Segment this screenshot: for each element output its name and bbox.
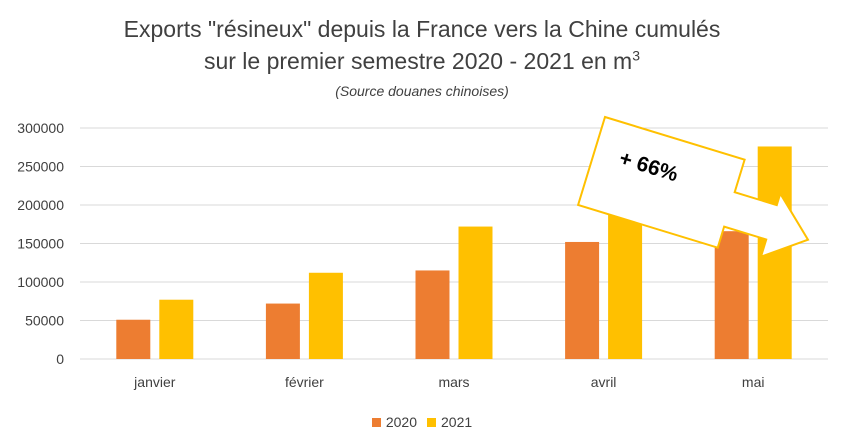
y-tick-label: 150000 [17, 236, 64, 252]
chart-title-line-1: Exports "résineux" depuis la France vers… [123, 16, 721, 42]
x-axis-category-labels: janvier février mars avril mai [133, 374, 764, 390]
legend-item-2021: 2021 [427, 414, 472, 430]
x-category-label: mars [438, 374, 469, 390]
legend-label-2020: 2020 [385, 414, 417, 430]
x-category-label: janvier [133, 374, 176, 390]
legend-item-2020: 2020 [371, 414, 417, 430]
legend-swatch-2020 [371, 417, 381, 427]
bar-2021-mars [458, 226, 493, 359]
superscript-3: 3 [632, 47, 641, 64]
legend: 2020 2021 [0, 414, 844, 430]
y-tick-label: 200000 [17, 197, 64, 213]
y-tick-label: 0 [56, 351, 64, 367]
y-tick-label: 100000 [17, 274, 64, 290]
callout-annotation: + 66% [576, 115, 810, 259]
x-category-label: avril [591, 374, 617, 390]
legend-label-2021: 2021 [441, 414, 473, 430]
bars [116, 146, 792, 359]
bar-2020-avril [565, 241, 600, 359]
bar-2020-janvier [116, 319, 151, 359]
chart-title-line-2-text: sur le premier semestre 2020 - 2021 en m [203, 48, 633, 74]
bar-2021-janvier [159, 299, 194, 359]
chart-title-line-2: sur le premier semestre 2020 - 2021 en m… [0, 48, 844, 75]
y-axis-tick-labels: 0 50000 100000 150000 200000 250000 300000 [17, 120, 64, 367]
y-tick-label: 250000 [17, 159, 64, 175]
bar-2020-février [265, 303, 300, 359]
y-tick-label: 300000 [17, 120, 64, 136]
callout-arrow-shape [576, 115, 810, 259]
x-category-label: mai [742, 374, 765, 390]
bar-2020-mai [714, 231, 749, 359]
bar-2021-février [308, 272, 343, 359]
x-category-label: février [285, 374, 324, 390]
bar-2020-mars [415, 270, 450, 359]
y-tick-label: 50000 [25, 313, 64, 329]
chart-subtitle: (Source douanes chinoises) [335, 83, 509, 99]
legend-swatch-2021 [427, 417, 436, 427]
